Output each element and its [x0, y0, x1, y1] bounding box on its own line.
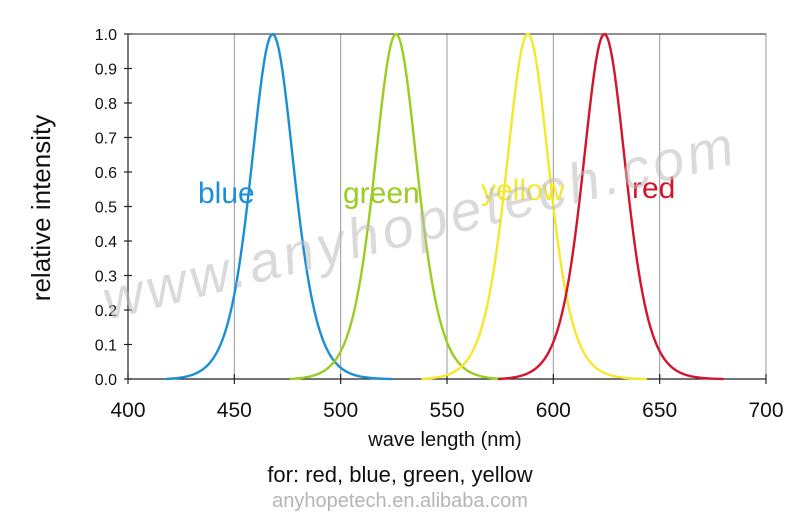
y-tick-label-4: 0.4 [95, 234, 117, 251]
series-line-green [289, 32, 503, 381]
y-tick-label-0: 0.0 [95, 372, 117, 389]
y-tick-label-7: 0.7 [95, 131, 117, 148]
x-tick-label-0: 400 [110, 399, 145, 422]
series-label-green: green [343, 177, 420, 210]
footer-url: anyhopetech.en.alibaba.com [272, 490, 528, 512]
chart-caption: for: red, blue, green, yellow [267, 462, 533, 487]
x-tick-label-2: 500 [323, 399, 358, 422]
x-tick-label-1: 450 [217, 399, 252, 422]
series-line-yellow [421, 32, 647, 381]
series-label-blue: blue [198, 177, 255, 210]
series-lines [166, 32, 724, 381]
y-axis-label: relative intensity [26, 115, 56, 301]
y-tick-label-8: 0.8 [95, 96, 117, 113]
x-tick-label-3: 550 [429, 399, 464, 422]
x-tick-label-6: 700 [748, 399, 783, 422]
y-tick-labels: 0.0 0.1 0.2 0.3 0.4 0.5 0.6 0.7 0.8 0.9 1.0 [95, 27, 117, 389]
x-tick-label-5: 650 [642, 399, 677, 422]
x-tick-labels: 400 450 500 550 600 650 700 [110, 399, 783, 422]
y-tick-label-5: 0.5 [95, 200, 117, 217]
y-tick-label-1: 0.1 [95, 338, 117, 355]
series-labels: blue green yellow red [198, 172, 675, 210]
x-axis-label: wave length (nm) [367, 429, 521, 451]
y-tick-label-10: 1.0 [95, 27, 117, 44]
watermark-text: www.anyhopetech.com [96, 113, 744, 332]
y-tick-label-3: 0.3 [95, 269, 117, 286]
y-tick-label-6: 0.6 [95, 165, 117, 182]
x-tick-label-4: 600 [536, 399, 571, 422]
y-tick-label-9: 0.9 [95, 62, 117, 79]
series-line-blue [166, 32, 392, 381]
y-tick-label-2: 0.2 [95, 303, 117, 320]
series-label-yellow: yellow [481, 174, 565, 207]
series-label-red: red [632, 172, 675, 205]
axes [124, 33, 767, 384]
series-line-red [497, 32, 724, 381]
